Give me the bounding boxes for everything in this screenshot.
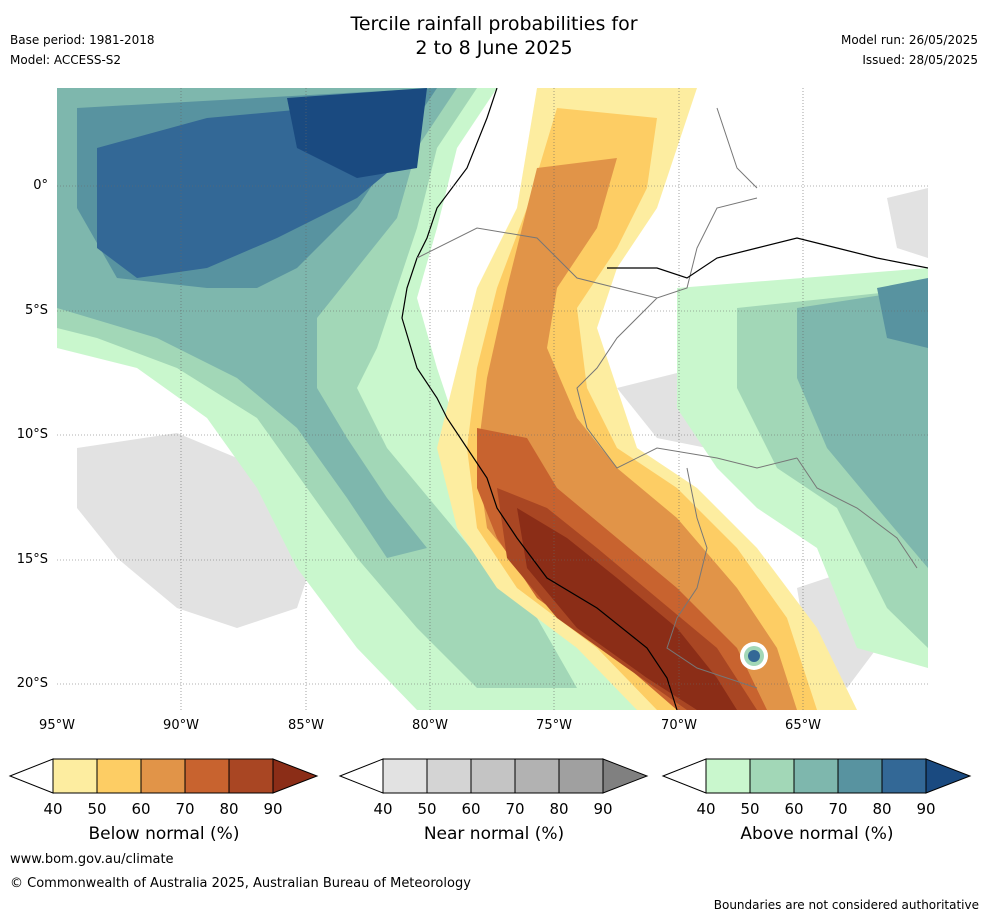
- lon-label-75w: 75°W: [536, 718, 572, 733]
- title-line-1: Tercile rainfall probabilities for: [350, 13, 638, 35]
- near-tick-90: 90: [593, 800, 613, 818]
- legend-below-title: Below normal (%): [88, 824, 240, 844]
- probability-map: [57, 88, 928, 710]
- amazon-river: [607, 237, 928, 279]
- lon-label-70w: 70°W: [661, 718, 697, 733]
- near-tick-50: 50: [417, 800, 437, 818]
- model-run: Model run: 26/05/2025: [840, 33, 978, 47]
- near-tick-60: 60: [461, 800, 481, 818]
- country-borders: [416, 107, 918, 689]
- lon-label-80w: 80°W: [412, 718, 448, 733]
- below-tick-40: 40: [43, 800, 63, 818]
- above-tick-40: 40: [696, 800, 716, 818]
- legend-below-normal: [8, 758, 319, 794]
- lon-label-95w: 95°W: [39, 718, 75, 733]
- below-tick-70: 70: [175, 800, 195, 818]
- lon-label-90w: 90°W: [163, 718, 199, 733]
- boundaries-note: Boundaries are not considered authoritat…: [713, 898, 979, 912]
- issued-date: Issued: 28/05/2025: [862, 53, 978, 67]
- below-tick-90: 90: [263, 800, 283, 818]
- legend-near-normal: [338, 758, 649, 794]
- model-name: Model: ACCESS-S2: [10, 53, 122, 67]
- lat-label-0: 0°: [33, 178, 48, 193]
- below-tick-50: 50: [87, 800, 107, 818]
- below-tick-80: 80: [219, 800, 239, 818]
- map-canvas: [57, 88, 928, 710]
- near-tick-40: 40: [373, 800, 393, 818]
- base-period: Base period: 1981-2018: [10, 33, 155, 47]
- above-tick-60: 60: [784, 800, 804, 818]
- below-tick-60: 60: [131, 800, 151, 818]
- above-tick-50: 50: [740, 800, 760, 818]
- meta-right: Model run: 26/05/2025 Issued: 28/05/2025: [841, 30, 978, 70]
- lat-label-15s: 15°S: [16, 552, 48, 567]
- legend-near-title: Near normal (%): [423, 824, 565, 844]
- graticule: [57, 88, 928, 710]
- lon-label-85w: 85°W: [288, 718, 324, 733]
- lat-label-5s: 5°S: [24, 303, 48, 318]
- lat-label-20s: 20°S: [16, 676, 48, 691]
- title-line-2: 2 to 8 June 2025: [415, 37, 573, 59]
- meta-left: Base period: 1981-2018 Model: ACCESS-S2: [10, 30, 155, 70]
- legend-above-normal: [661, 758, 972, 794]
- map-title: Tercile rainfall probabilities for 2 to …: [0, 12, 988, 60]
- lon-label-65w: 65°W: [785, 718, 821, 733]
- above-tick-70: 70: [828, 800, 848, 818]
- lat-label-10s: 10°S: [16, 427, 48, 442]
- copyright-text: © Commonwealth of Australia 2025, Austra…: [10, 876, 471, 891]
- coastline: [401, 88, 678, 710]
- legend-above-title: Above normal (%): [740, 824, 894, 844]
- near-tick-80: 80: [549, 800, 569, 818]
- above-tick-80: 80: [872, 800, 892, 818]
- above-tick-90: 90: [916, 800, 936, 818]
- website-link[interactable]: www.bom.gov.au/climate: [10, 852, 174, 867]
- near-tick-70: 70: [505, 800, 525, 818]
